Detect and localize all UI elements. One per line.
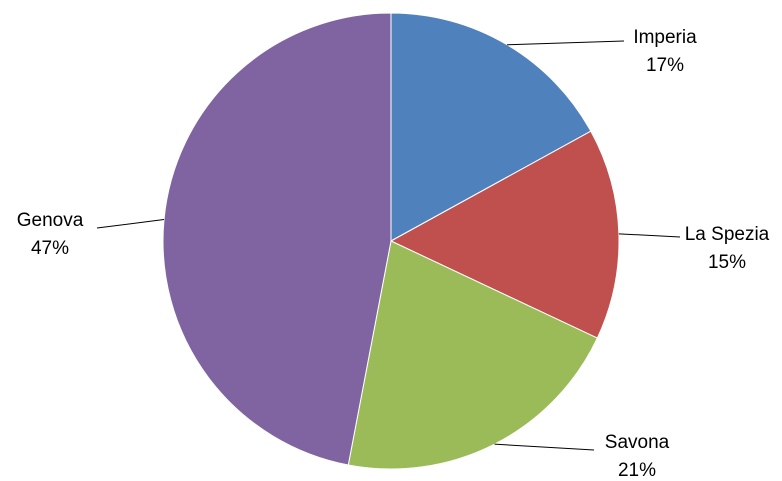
slice-percent-label: 21% [618,460,656,481]
slice-name-label: Genova [17,210,84,231]
slice-percent-label: 15% [708,252,746,273]
slice-name-label: Savona [605,432,670,453]
leader-lines [96,40,681,451]
slice-percent-label: 17% [646,55,684,76]
leader-line-genova [96,219,165,229]
leader-line-savona [494,443,595,451]
slice-name-label: Imperia [633,27,697,48]
slice-percent-label: 47% [31,238,69,259]
leader-line-la-spezia [618,233,681,238]
leader-line-imperia [507,40,625,46]
pie-slices [162,12,620,470]
slice-name-label: La Spezia [685,224,770,245]
pie-slice-genova [162,12,392,466]
slice-labels: Imperia 17% La Spezia 15% Savona 21% Genova 47% [17,27,770,481]
